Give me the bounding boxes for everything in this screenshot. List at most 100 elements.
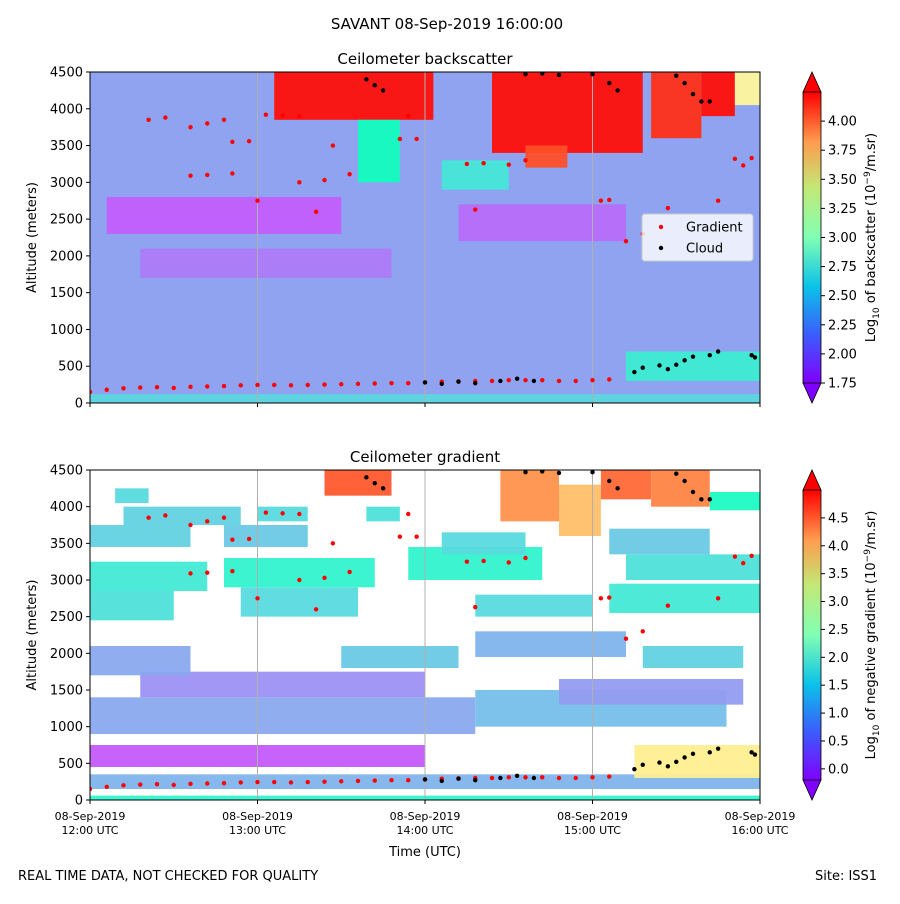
chart-title: Ceilometer backscatter	[337, 50, 513, 68]
cloud-point	[682, 478, 687, 484]
cloud-point	[590, 72, 595, 77]
cloud-point	[556, 470, 562, 476]
gradient-point	[221, 383, 227, 389]
colorbar-label: Log10 of backscatter (10−9/m.sr)	[863, 133, 882, 342]
heatmap-cell	[140, 248, 392, 278]
cloud-point	[752, 355, 758, 360]
cloud-point	[439, 381, 444, 387]
legend-marker-cloud	[658, 245, 664, 251]
y-tick-label: 2500	[50, 610, 83, 625]
heatmap-cell	[274, 72, 434, 120]
colorbar-tick-label: 2.5	[828, 623, 849, 638]
cloud-point	[707, 99, 712, 104]
gradient-point	[464, 161, 470, 167]
heatmap-cell	[492, 72, 643, 153]
chart-panel-2: Ceilometer gradient 0 500 1000 1500 2000 2500 3…	[25, 448, 882, 860]
cloud-point	[665, 366, 671, 372]
gradient-point	[506, 775, 511, 780]
cloud-point	[690, 91, 696, 97]
legend-label-cloud: Cloud	[686, 242, 723, 257]
heatmap-cell	[224, 558, 375, 588]
gradient-point	[355, 778, 361, 784]
x-tick-label-date: 08-Sep-2019	[725, 810, 796, 823]
gradient-point	[640, 629, 645, 634]
gradient-point	[297, 511, 302, 517]
heatmap-cell	[341, 646, 459, 668]
colorbar-extend-min	[802, 779, 822, 801]
heatmap-cell	[123, 506, 241, 525]
cloud-point	[699, 497, 704, 502]
cloud-point	[632, 767, 637, 772]
cloud-point	[715, 746, 721, 751]
cloud-point	[439, 778, 444, 784]
x-tick-label-time: 15:00 UTC	[564, 824, 621, 837]
gradient-point	[104, 387, 109, 392]
gradient-point	[347, 172, 352, 177]
y-tick-label: 1000	[50, 323, 83, 338]
cloud-point	[682, 80, 687, 86]
gradient-point	[221, 117, 227, 123]
y-tick-label: 500	[58, 360, 83, 375]
cloud-point	[682, 755, 687, 760]
colorbar-tick-label: 3.5	[828, 567, 849, 582]
x-tick-label-date: 08-Sep-2019	[390, 810, 461, 823]
gradient-point	[90, 786, 93, 792]
cloud-point	[498, 378, 503, 384]
colorbar-tick-label: 3.25	[828, 202, 857, 217]
gradient-point	[255, 382, 260, 388]
cloud-point	[640, 365, 645, 370]
colorbar-tick-label: 1.5	[828, 679, 849, 694]
colorbar-label: Log10 of negative gradient (10−9/m.sr)	[863, 511, 882, 760]
colorbar-tick-label: 2.00	[828, 347, 857, 362]
gradient-point	[397, 136, 403, 142]
y-tick-label: 4000	[50, 102, 83, 117]
cloud-point	[707, 750, 712, 755]
gradient-point	[188, 124, 193, 130]
legend-box	[641, 213, 754, 262]
gradient-point	[414, 534, 419, 539]
gradient-point	[163, 513, 168, 518]
gradient-point	[305, 382, 310, 388]
x-tick-label-date: 08-Sep-2019	[222, 810, 293, 823]
colorbar-tick-label: 4.00	[828, 115, 857, 130]
gradient-point	[330, 541, 336, 546]
cloud-point	[380, 486, 386, 491]
heatmap-cell	[559, 484, 601, 536]
gradient-point	[246, 138, 252, 144]
gradient-point	[389, 778, 394, 783]
gradient-point	[297, 180, 302, 185]
gradient-point	[146, 515, 151, 520]
gradient-point	[481, 161, 486, 166]
cloud-point	[473, 778, 478, 783]
legend: Gradient Cloud	[641, 213, 754, 262]
cloud-point	[422, 777, 428, 782]
heatmap-cell	[358, 119, 400, 183]
cloud-point	[607, 478, 612, 484]
heatmap-cell	[90, 525, 191, 547]
gradient-point	[238, 383, 243, 388]
gradient-point	[330, 143, 336, 148]
cloud-point	[523, 470, 528, 475]
y-tick-label: 0	[75, 794, 83, 809]
heatmap-cell	[475, 594, 593, 617]
gradient-point	[188, 571, 193, 576]
gradient-point	[406, 380, 411, 386]
gradient-point	[188, 173, 193, 178]
gradient-point	[163, 115, 168, 120]
cloud-point	[556, 72, 562, 78]
gradient-point	[339, 382, 344, 387]
colorbar-tick-label: 3.0	[828, 595, 849, 610]
gradient-point	[205, 781, 210, 786]
heatmap-cell	[324, 470, 392, 496]
gradient-point	[230, 139, 235, 145]
heatmap-cell	[90, 646, 191, 676]
gradient-point	[138, 782, 143, 787]
gradient-point	[205, 519, 210, 524]
cloud-point	[372, 83, 377, 88]
chart-title: Ceilometer gradient	[350, 448, 500, 466]
gradient-point	[590, 775, 595, 780]
gradient-point	[732, 156, 738, 161]
heatmap-cell	[458, 204, 626, 242]
cloud-point	[690, 751, 696, 756]
